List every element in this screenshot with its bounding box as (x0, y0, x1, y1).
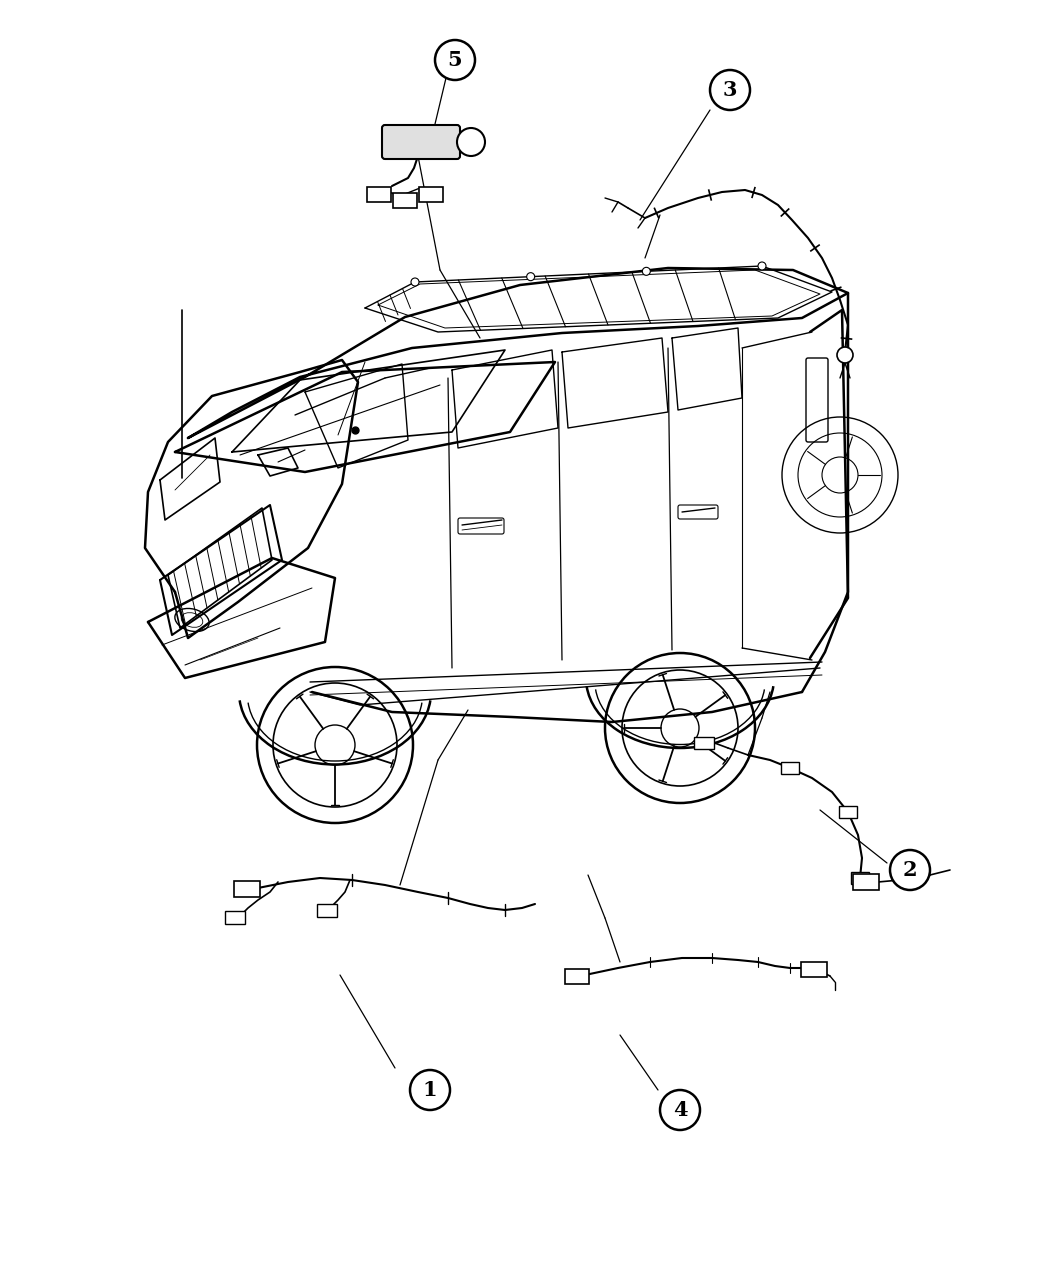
FancyBboxPatch shape (458, 518, 504, 534)
Circle shape (710, 70, 750, 110)
FancyBboxPatch shape (853, 873, 879, 890)
FancyBboxPatch shape (850, 872, 869, 884)
Text: 5: 5 (447, 50, 462, 70)
FancyBboxPatch shape (565, 969, 589, 984)
Circle shape (411, 278, 419, 286)
Circle shape (890, 850, 930, 890)
FancyBboxPatch shape (234, 881, 260, 898)
FancyBboxPatch shape (678, 505, 718, 519)
FancyBboxPatch shape (368, 187, 391, 201)
Text: 3: 3 (722, 80, 737, 99)
FancyBboxPatch shape (801, 963, 827, 977)
Circle shape (457, 128, 485, 156)
FancyBboxPatch shape (806, 358, 828, 442)
FancyBboxPatch shape (393, 193, 417, 208)
Circle shape (410, 1070, 450, 1111)
Circle shape (758, 261, 766, 270)
FancyBboxPatch shape (317, 904, 337, 917)
Text: 2: 2 (903, 861, 918, 880)
Circle shape (643, 268, 650, 275)
Circle shape (837, 347, 853, 363)
FancyBboxPatch shape (382, 125, 460, 159)
Circle shape (660, 1090, 700, 1130)
Text: 4: 4 (673, 1100, 688, 1119)
Circle shape (527, 273, 534, 281)
Circle shape (435, 40, 475, 80)
FancyBboxPatch shape (694, 737, 714, 748)
FancyBboxPatch shape (839, 806, 857, 819)
Text: 1: 1 (423, 1080, 437, 1100)
FancyBboxPatch shape (419, 187, 443, 201)
FancyBboxPatch shape (781, 762, 799, 774)
FancyBboxPatch shape (225, 912, 245, 924)
